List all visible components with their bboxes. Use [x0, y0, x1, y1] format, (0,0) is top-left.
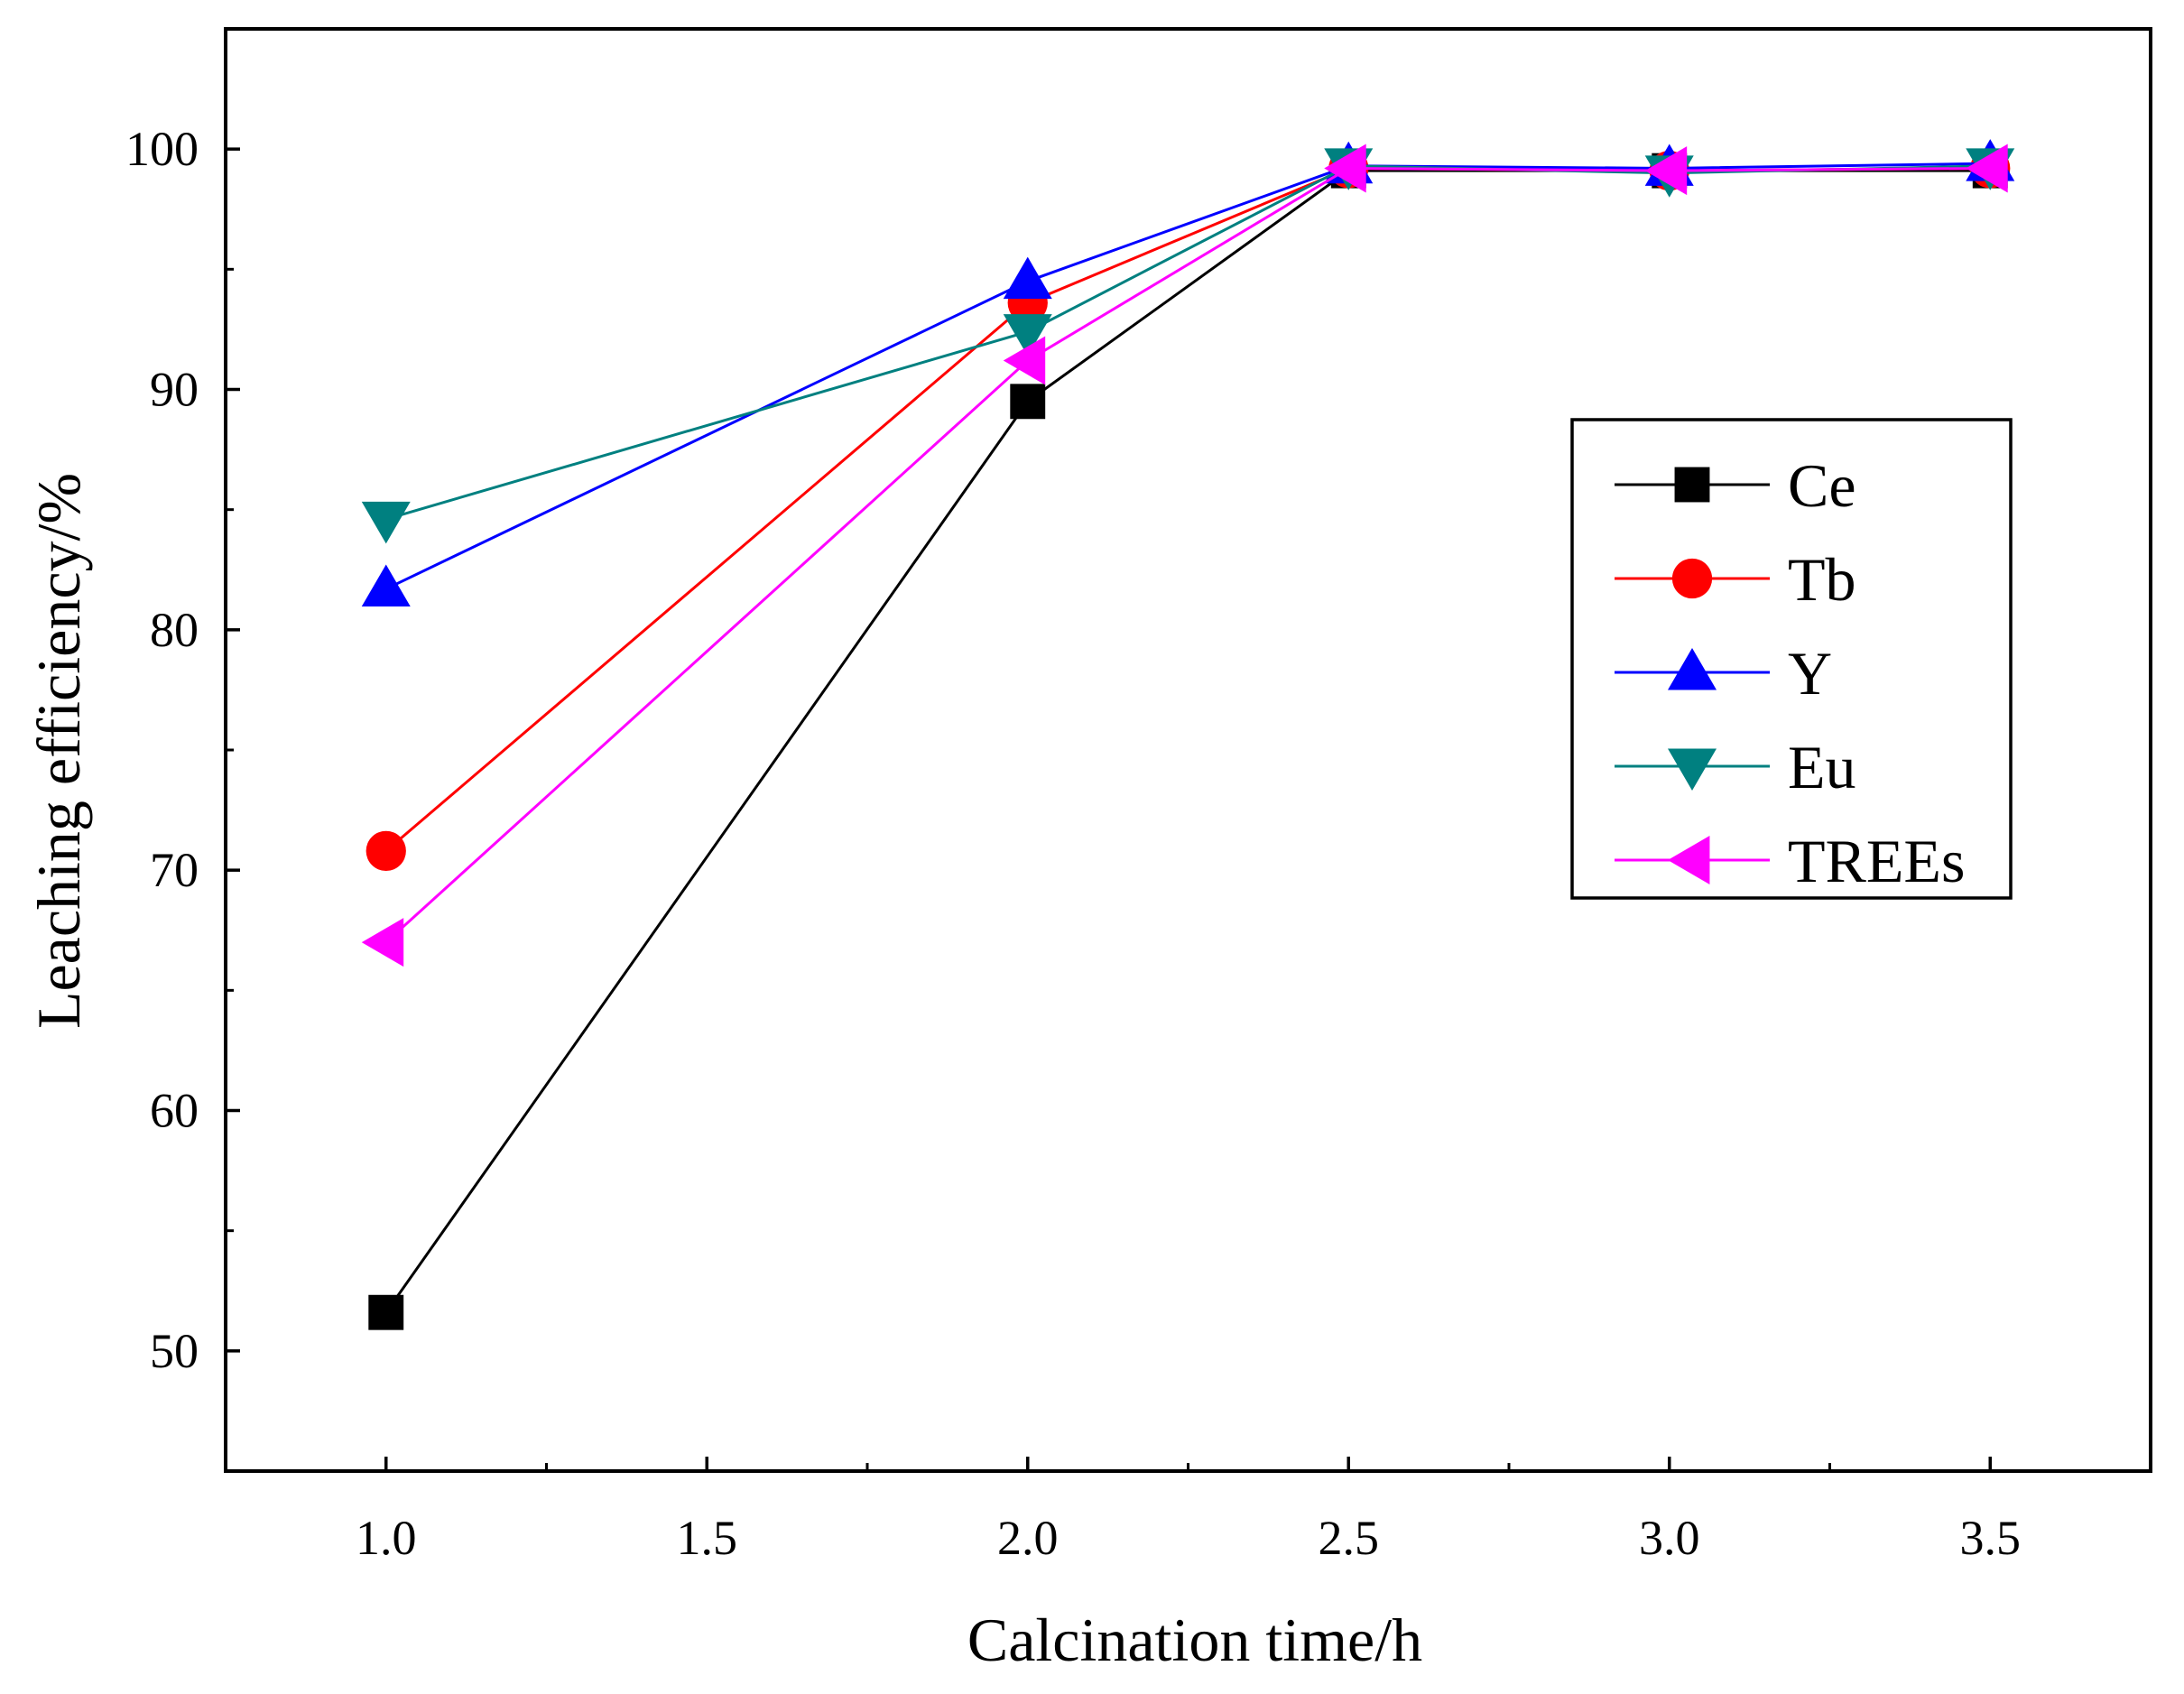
data-point-ce: [1010, 384, 1046, 420]
x-tick-label: 3.0: [1639, 1511, 1700, 1565]
data-point-trees: [1003, 336, 1046, 385]
x-tick-label: 2.5: [1319, 1511, 1380, 1565]
legend-marker: [1668, 648, 1717, 690]
y-tick-label: 70: [150, 843, 199, 897]
y-tick-label: 90: [150, 363, 199, 417]
data-point-ce: [368, 1294, 404, 1330]
legend-label: TREEs: [1788, 827, 1965, 895]
x-tick-label: 3.5: [1960, 1511, 2022, 1565]
data-point-trees: [361, 918, 404, 967]
data-point-eu: [1003, 314, 1052, 356]
y-tick-label: 80: [150, 603, 199, 657]
x-axis-title: Calcination time/h: [967, 1606, 1422, 1674]
x-tick-label: 2.0: [997, 1511, 1059, 1565]
x-tick-label: 1.5: [677, 1511, 738, 1565]
data-point-trees: [1966, 143, 2008, 193]
y-tick-label: 60: [150, 1084, 199, 1138]
data-point-trees: [1644, 146, 1688, 196]
legend-box: [1570, 418, 2013, 900]
data-point-trees: [1324, 143, 1366, 193]
data-point-y: [1003, 256, 1052, 300]
data-point-y: [361, 564, 411, 606]
legend-label: Tb: [1788, 545, 1856, 614]
legend-item-tb: Tb: [1615, 545, 1856, 614]
series-lines: [361, 139, 2015, 1330]
legend-label: Eu: [1788, 733, 1856, 801]
y-axis-title: Leaching efficiency/%: [24, 473, 93, 1029]
legend-marker: [1668, 748, 1717, 791]
axis-ticks: 1.0 1.5 2.0 2.5 3.0 3.5 50 60 70 80 90 100: [125, 27, 2022, 1565]
legend-item-eu: Eu: [1615, 733, 1856, 801]
data-point-tb: [366, 830, 406, 871]
data-point-eu: [361, 501, 411, 544]
legend-label: Y: [1788, 639, 1832, 708]
y-tick-label: 100: [125, 122, 199, 176]
legend-item-trees: TREEs: [1615, 827, 1965, 895]
legend-item-ce: Ce: [1615, 451, 1856, 520]
legend-marker: [1668, 836, 1710, 884]
legend-marker: [1674, 467, 1710, 503]
x-tick-label: 1.0: [356, 1511, 417, 1565]
series-trees: [361, 143, 2008, 967]
legend-item-y: Y: [1615, 639, 1832, 708]
y-tick-label: 50: [150, 1324, 199, 1378]
legend-label: Ce: [1788, 451, 1856, 520]
legend: Ce Tb Y Eu TREEs: [1570, 418, 2013, 900]
legend-marker: [1671, 558, 1713, 599]
